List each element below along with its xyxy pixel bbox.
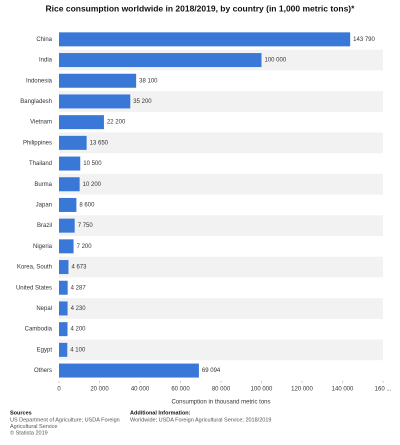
row-band [59, 256, 383, 278]
y-tick-label: Nepal [36, 306, 52, 312]
row-band [59, 339, 383, 361]
bar [59, 73, 137, 88]
y-tick-label: China [36, 37, 52, 43]
bar [59, 280, 68, 295]
source-line: © Statista 2019 [10, 429, 48, 436]
value-label: 69 094 [202, 368, 221, 374]
bar [59, 322, 68, 337]
bar [59, 218, 75, 233]
info-line: Worldwide; USDA Foreign Agricultural Ser… [130, 417, 271, 423]
x-axis-label: Consumption in thousand metric tons [171, 400, 270, 406]
value-label: 38 100 [139, 78, 158, 84]
row-band [59, 132, 383, 154]
x-tick-label: 120 000 [291, 386, 313, 392]
x-tick-label: 40 000 [131, 386, 150, 392]
value-label: 4 673 [71, 265, 87, 271]
y-tick-label: Egypt [37, 347, 53, 353]
value-label: 35 200 [133, 99, 152, 105]
value-label: 4 230 [71, 306, 87, 312]
value-label: 143 790 [353, 37, 375, 43]
bar [59, 115, 104, 130]
bar [59, 177, 80, 192]
y-tick-label: Indonesia [26, 78, 53, 84]
source-line: US Department of Agriculture; USDA Forei… [10, 417, 120, 423]
row-band [59, 215, 383, 236]
bar [59, 342, 68, 357]
source-line: Agricultural Service [10, 424, 57, 430]
y-tick-label: Thailand [29, 161, 52, 167]
info-title: Additional Information: [130, 410, 191, 416]
y-tick-label: India [39, 58, 53, 64]
y-tick-label: Korea, South [17, 265, 52, 271]
x-tick-label: 20 000 [90, 386, 109, 392]
x-tick-label: 100 000 [251, 386, 273, 392]
bar [59, 239, 74, 254]
y-tick-label: Japan [36, 203, 52, 209]
bar [59, 53, 262, 68]
value-label: 4 100 [70, 347, 86, 353]
row-band [59, 173, 383, 195]
bar [59, 363, 199, 378]
bar [59, 260, 69, 275]
value-label: 10 200 [83, 182, 102, 188]
y-tick-label: Others [34, 368, 52, 374]
bar [59, 32, 351, 47]
bar [59, 301, 68, 316]
value-label: 4 287 [71, 285, 87, 291]
value-label: 22 200 [107, 120, 126, 126]
value-label: 13 650 [90, 140, 109, 146]
value-label: 100 000 [265, 58, 287, 64]
value-label: 8 600 [79, 203, 95, 209]
y-tick-label: Vietnam [30, 120, 52, 126]
value-label: 4 200 [71, 327, 87, 333]
chart-title: Rice consumption worldwide in 2018/2019,… [46, 3, 356, 13]
bar [59, 94, 131, 109]
y-tick-label: Philippines [23, 140, 52, 146]
x-tick-label: 0 [57, 386, 61, 392]
value-label: 7 200 [77, 244, 93, 250]
bar [59, 197, 77, 212]
x-tick-label: 140 000 [332, 386, 354, 392]
y-tick-label: Nigeria [33, 244, 53, 250]
sources-title: Sources [10, 410, 32, 416]
bar [59, 156, 81, 171]
row-band [59, 298, 383, 319]
y-tick-label: Burma [34, 182, 52, 188]
x-tick-label: 80 000 [212, 386, 231, 392]
value-label: 7 750 [78, 223, 94, 229]
y-tick-label: Brazil [37, 223, 52, 229]
y-tick-label: Bangladesh [20, 99, 52, 105]
x-tick-label: 160 ... [375, 386, 392, 392]
value-label: 10 500 [83, 161, 102, 167]
x-tick-label: 60 000 [171, 386, 190, 392]
y-tick-label: United States [16, 285, 52, 291]
row-band [59, 91, 383, 112]
y-tick-label: Cambodia [25, 327, 53, 333]
bar [59, 135, 87, 150]
